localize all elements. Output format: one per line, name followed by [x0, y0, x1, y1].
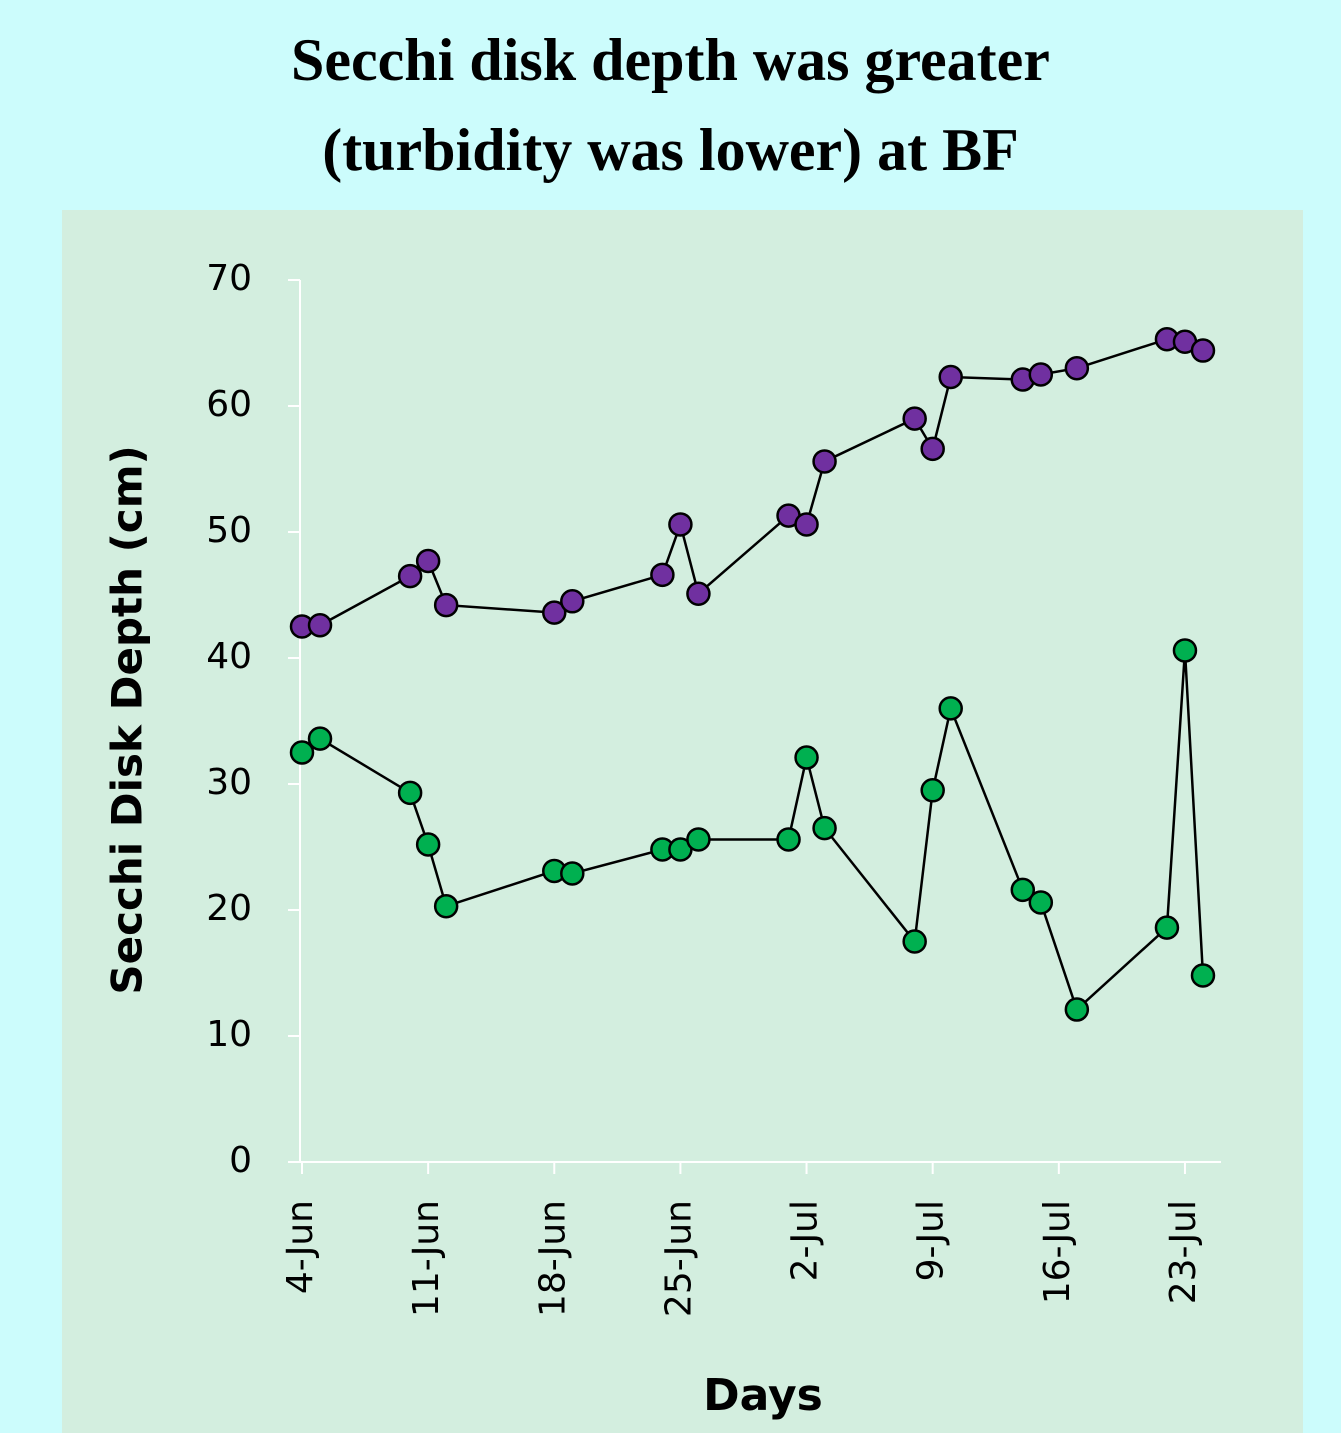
data-point	[1028, 890, 1054, 915]
x-tick-label: 2-Jul	[785, 1200, 826, 1281]
data-point	[812, 449, 837, 474]
data-point	[560, 589, 585, 614]
data-point	[1064, 355, 1090, 381]
y-tick-label: 50	[206, 510, 252, 551]
y-tick-label: 70	[206, 258, 252, 299]
x-tick-label: 18-Jun	[532, 1200, 573, 1317]
data-point	[902, 406, 927, 431]
x-tick-label: 16-Jul	[1037, 1200, 1078, 1304]
x-tick-label: 9-Jul	[911, 1200, 952, 1281]
data-point	[668, 837, 693, 862]
data-point	[397, 563, 423, 589]
data-point	[794, 512, 819, 537]
chart-title: Secchi disk depth was greater (turbidity…	[291, 27, 1050, 183]
plot-panel	[62, 210, 1303, 1433]
data-point	[433, 893, 459, 919]
data-point	[1190, 338, 1216, 363]
y-tick-label: 60	[206, 384, 252, 425]
series-line	[301, 650, 1205, 1012]
y-tick-label: 20	[206, 888, 252, 929]
data-point	[686, 581, 711, 606]
data-point	[1172, 638, 1198, 663]
data-point	[433, 592, 459, 618]
data-point	[289, 740, 315, 765]
data-point	[938, 364, 963, 390]
data-point	[1028, 362, 1054, 387]
data-point	[1154, 915, 1180, 940]
x-axis-title: Days	[703, 1370, 823, 1421]
data-point	[307, 612, 333, 638]
data-point	[920, 778, 945, 803]
y-axis-title: Secchi Disk Depth (cm)	[103, 445, 152, 994]
title-box: Secchi disk depth was greater (turbidity…	[291, 27, 1050, 183]
data-point	[776, 827, 801, 852]
data-point	[1190, 963, 1216, 988]
x-tick-label: 25-Jun	[658, 1200, 699, 1317]
data-point	[560, 861, 585, 886]
data-point	[397, 780, 423, 806]
data-point	[920, 436, 945, 462]
x-tick-label: 4-Jun	[280, 1200, 321, 1294]
data-point	[938, 696, 963, 721]
data-point	[415, 832, 441, 857]
data-point	[902, 929, 927, 954]
data-point	[415, 548, 441, 574]
data-point	[794, 745, 819, 770]
y-tick-label: 30	[206, 762, 252, 803]
data-point	[812, 815, 837, 841]
data-point	[307, 726, 333, 751]
x-tick-label: 11-Jun	[406, 1200, 447, 1317]
y-tick-label: 40	[206, 636, 252, 677]
x-tick-label: 23-Jul	[1163, 1200, 1204, 1304]
data-point	[1064, 997, 1090, 1022]
data-point	[668, 512, 693, 537]
data-point	[686, 827, 711, 852]
data-point	[650, 562, 675, 588]
y-tick-label: 10	[206, 1014, 252, 1055]
data-point	[1010, 877, 1036, 903]
y-tick-label: 0	[229, 1140, 252, 1181]
data-point	[542, 600, 567, 625]
